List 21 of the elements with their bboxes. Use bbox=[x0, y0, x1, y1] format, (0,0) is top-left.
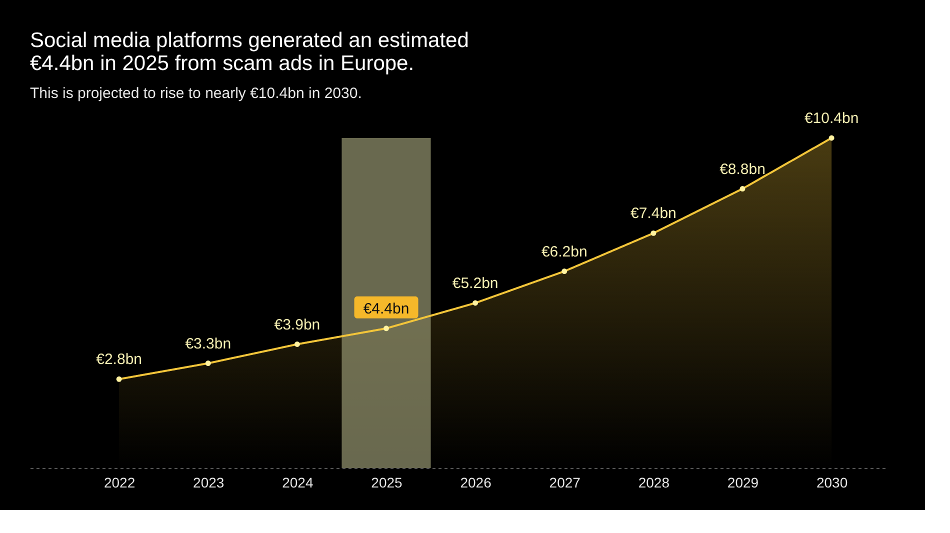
data-label: €2.8bn bbox=[96, 351, 142, 368]
data-label: €6.2bn bbox=[541, 243, 588, 260]
x-tick-label: 2030 bbox=[816, 474, 848, 490]
x-tick-label: 2027 bbox=[549, 474, 581, 490]
x-tick-label: 2023 bbox=[193, 474, 224, 490]
x-tick-label: 2025 bbox=[371, 474, 403, 490]
x-tick-label: 2022 bbox=[104, 474, 136, 490]
x-tick-label: 2029 bbox=[727, 474, 759, 490]
data-label: €10.4bn bbox=[804, 110, 859, 127]
data-label: €5.2bn bbox=[452, 275, 498, 292]
data-label: €4.4bn bbox=[363, 300, 410, 318]
data-label: €7.4bn bbox=[630, 205, 676, 222]
text: Social media platforms generated an estimated bbox=[30, 29, 469, 52]
x-tick-label: 2024 bbox=[282, 474, 314, 490]
data-label: €3.9bn bbox=[274, 316, 320, 334]
text: €4.4bn in 2025 from scam ads in Europe. bbox=[30, 52, 414, 75]
x-tick-label: 2026 bbox=[460, 474, 492, 490]
x-tick-label: 2028 bbox=[638, 474, 670, 490]
data-label: €8.8bn bbox=[720, 160, 766, 178]
chart-subtitle: This is projected to rise to nearly €10.4bn in 2030. bbox=[30, 85, 362, 102]
data-label: €3.3bn bbox=[185, 335, 232, 352]
